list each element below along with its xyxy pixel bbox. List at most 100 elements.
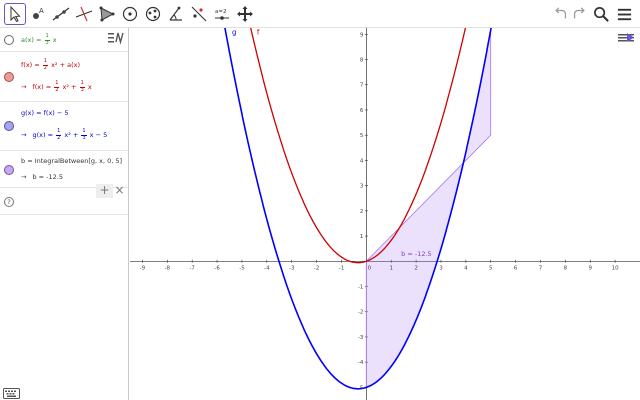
x-tick-label: 9 — [588, 265, 592, 271]
line-tool-button[interactable] — [50, 3, 72, 25]
undo-button[interactable] — [551, 4, 571, 24]
variable: x — [52, 36, 57, 44]
graphics-style-bar-button[interactable] — [616, 30, 636, 46]
x-tick-label: -3 — [289, 265, 295, 271]
function-definition: g(x) = f(x) − 5 — [21, 109, 69, 117]
numerator: 1 — [42, 58, 48, 66]
search-button[interactable] — [591, 4, 611, 24]
help-icon[interactable]: ? — [4, 197, 14, 207]
keyboard-button[interactable] — [3, 388, 20, 399]
reflect-tool-button[interactable] — [188, 3, 210, 25]
output-prefix: f(x) = — [32, 83, 54, 91]
y-tick-label: -2 — [358, 310, 363, 316]
integral-value-label: b = -12.5 — [401, 250, 432, 258]
reflect-icon — [191, 6, 207, 22]
numerator: 1 — [81, 128, 87, 136]
angle-tool-button[interactable] — [165, 3, 187, 25]
y-tick-label: 8 — [360, 58, 364, 64]
y-tick-label: 6 — [360, 108, 364, 114]
style-bar-toggle-icon — [618, 33, 634, 42]
graphics-canvas[interactable]: -9 -8 -7 -6 -5 -4 -3 -2 -1 0 1 2 3 4 5 6 7 8 9 10 -5 -4 -3 -2 -1… — [130, 28, 640, 400]
point-tool-button[interactable]: A — [27, 3, 49, 25]
equals-sign: = — [35, 36, 42, 44]
algebra-input-g[interactable]: g(x) = f(x) − 5 — [21, 109, 69, 117]
output-variable: x − 5 — [89, 131, 108, 139]
visibility-toggle-g[interactable] — [4, 121, 14, 131]
output-term: x² + — [64, 131, 79, 139]
algebra-output-b: → b = -12.5 — [21, 173, 63, 181]
algebra-style-bar-button[interactable] — [107, 30, 125, 46]
denominator: 2 — [55, 86, 59, 93]
slider-icon: a=2 — [215, 9, 229, 20]
function-name: a(x) — [21, 36, 34, 44]
output-prefix: g(x) = — [32, 131, 56, 139]
add-item-button[interactable]: + — [96, 184, 113, 198]
keyboard-icon — [3, 388, 20, 399]
x-tick-label: -1 — [339, 265, 344, 271]
output-arrow: → — [21, 83, 27, 91]
x-tick-label: -6 — [214, 265, 220, 271]
denominator: 3 — [82, 134, 86, 141]
cursor-arrow-icon — [10, 5, 21, 23]
graphics-view[interactable]: -9 -8 -7 -6 -5 -4 -3 -2 -1 0 1 2 3 4 5 6 7 8 9 10 -5 -4 -3 -2 -1… — [130, 28, 640, 400]
y-tick-label: 3 — [360, 184, 364, 190]
integral-definition: b = IntegralBetween[g, x, 0, 5] — [21, 157, 123, 165]
y-tick-label: 5 — [360, 133, 364, 139]
x-tick-label: -5 — [239, 265, 245, 271]
y-tick-label: -5 — [358, 385, 364, 391]
function-definition-tail: x² + a(x) — [51, 61, 80, 69]
toolbar: A a=2 — [0, 0, 640, 28]
visibility-toggle-b[interactable] — [4, 165, 14, 175]
polygon-tool-button[interactable] — [96, 3, 118, 25]
y-tick-label: 2 — [360, 209, 364, 215]
output-term: x² + — [62, 83, 77, 91]
move-graphics-tool-button[interactable] — [234, 3, 256, 25]
y-tick-label: -3 — [358, 335, 364, 341]
x-tick-label: 6 — [514, 265, 518, 271]
line-icon — [52, 7, 70, 21]
denominator: 3 — [80, 86, 84, 93]
redo-button[interactable] — [569, 4, 589, 24]
algebra-input-b[interactable]: b = IntegralBetween[g, x, 0, 5] — [21, 157, 122, 165]
x-tick-label: 1 — [389, 265, 393, 271]
circle-icon — [122, 6, 138, 22]
algebra-input-row[interactable]: ? + × — [0, 184, 128, 215]
algebra-row-b[interactable]: b = IntegralBetween[g, x, 0, 5] → b = -12… — [0, 152, 128, 188]
perpendicular-tool-button[interactable] — [73, 3, 95, 25]
x-tick-label: -2 — [314, 265, 319, 271]
move-view-icon — [237, 6, 253, 22]
point-icon: A — [33, 7, 44, 19]
main-menu-button[interactable] — [614, 4, 634, 24]
graph-f-label: f — [257, 28, 260, 36]
x-tick-label: -4 — [264, 265, 270, 271]
output-arrow: → — [21, 131, 27, 139]
slider-tool-button[interactable]: a=2 — [211, 3, 233, 25]
polygon-icon — [99, 6, 115, 22]
close-input-button[interactable]: × — [114, 183, 125, 197]
denominator: 2 — [43, 64, 47, 71]
ellipse-tool-button[interactable] — [142, 3, 164, 25]
numerator: 1 — [54, 80, 60, 88]
undo-icon — [555, 7, 567, 19]
numerator: 1 — [79, 80, 85, 88]
move-tool-button[interactable] — [4, 3, 26, 25]
svg-text:A: A — [39, 7, 44, 15]
visibility-toggle-f[interactable] — [4, 72, 14, 82]
y-tick-label: 7 — [360, 83, 364, 89]
visibility-toggle-a[interactable] — [4, 35, 14, 45]
circle-tool-button[interactable] — [119, 3, 141, 25]
